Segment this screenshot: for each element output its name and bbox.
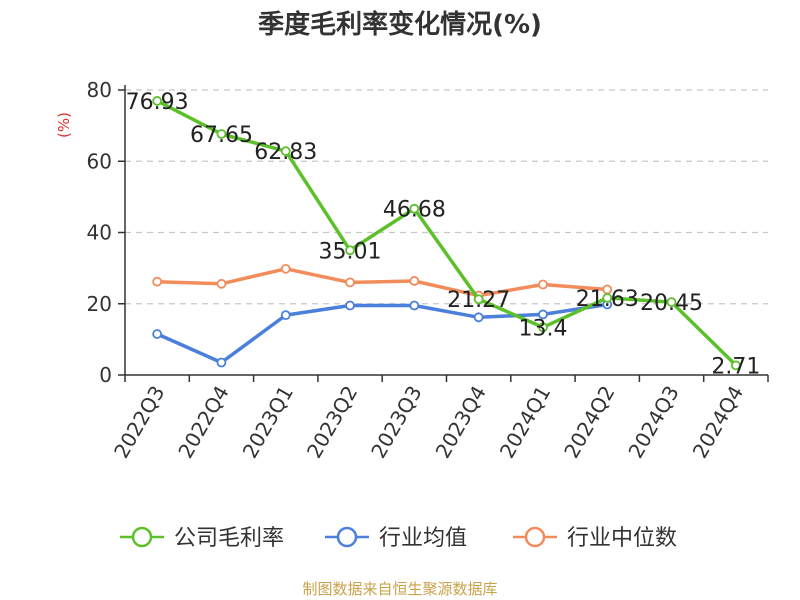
x-tick-label: 2024Q2 [559, 382, 619, 463]
data-label: 20.45 [640, 291, 703, 316]
data-point [409, 276, 420, 286]
data-point [409, 300, 420, 311]
y-tick-label: 0 [99, 363, 112, 387]
legend-swatch-marker [131, 526, 153, 548]
data-point [409, 203, 420, 214]
data-point [216, 357, 227, 368]
data-point [345, 245, 355, 256]
x-tick-label: 2023Q2 [302, 382, 362, 463]
data-point [345, 300, 355, 311]
data-point [345, 277, 355, 288]
data-point [473, 312, 484, 323]
series-line [157, 267, 608, 298]
x-tick-label: 2022Q4 [173, 382, 233, 463]
data-point [730, 360, 741, 371]
data-label: 35.01 [319, 239, 382, 264]
legend-swatch-marker [524, 526, 546, 548]
x-tick-label: 2022Q3 [109, 382, 169, 463]
source-note: 制图数据来自恒生聚源数据库 [302, 580, 497, 598]
data-label: 67.65 [190, 123, 253, 148]
x-tick-label: 2023Q4 [431, 382, 491, 463]
data-point [538, 322, 548, 333]
x-tick-label: 2023Q1 [238, 382, 298, 463]
legend-label: 行业中位数 [567, 526, 677, 551]
y-tick-label: 60 [87, 149, 112, 173]
data-label: 21.63 [576, 287, 639, 312]
data-point [280, 146, 291, 157]
data-label: 13.4 [518, 316, 567, 341]
legend-label: 行业均值 [379, 526, 467, 551]
data-point [280, 263, 291, 274]
x-tick-label: 2023Q3 [366, 382, 426, 463]
series-line [156, 99, 738, 367]
x-tick-label: 2024Q3 [623, 382, 683, 463]
y-tick-label: 80 [87, 78, 112, 102]
grid [125, 89, 768, 305]
data-point [216, 129, 227, 139]
data-point [280, 310, 291, 321]
data-point [538, 279, 548, 290]
data-point [538, 309, 548, 320]
data-label: 2.71 [711, 354, 760, 379]
y-tick-label: 20 [87, 292, 112, 316]
data-point [602, 293, 613, 303]
chart-title: 季度毛利率变化情况(%) [258, 9, 542, 40]
data-label: 76.93 [126, 90, 189, 115]
series-layer [152, 96, 741, 371]
data-label: 46.68 [383, 198, 446, 223]
data-point [216, 278, 227, 289]
x-tick-label: 2024Q4 [688, 382, 748, 463]
data-point [152, 329, 163, 339]
legend: 公司毛利率 行业均值 行业中位数 [120, 526, 677, 551]
legend-label: 公司毛利率 [174, 526, 284, 551]
data-point [666, 297, 677, 308]
y-axis-label: (%) [55, 112, 73, 138]
data-point [152, 96, 163, 106]
legend-swatch-marker [336, 526, 358, 548]
data-point [473, 294, 484, 305]
x-tick-label: 2024Q1 [495, 382, 555, 463]
data-point [152, 276, 163, 287]
y-tick-label: 40 [87, 221, 112, 245]
series-line [156, 302, 608, 365]
data-label: 21.27 [447, 288, 510, 313]
data-label: 62.83 [254, 140, 317, 165]
